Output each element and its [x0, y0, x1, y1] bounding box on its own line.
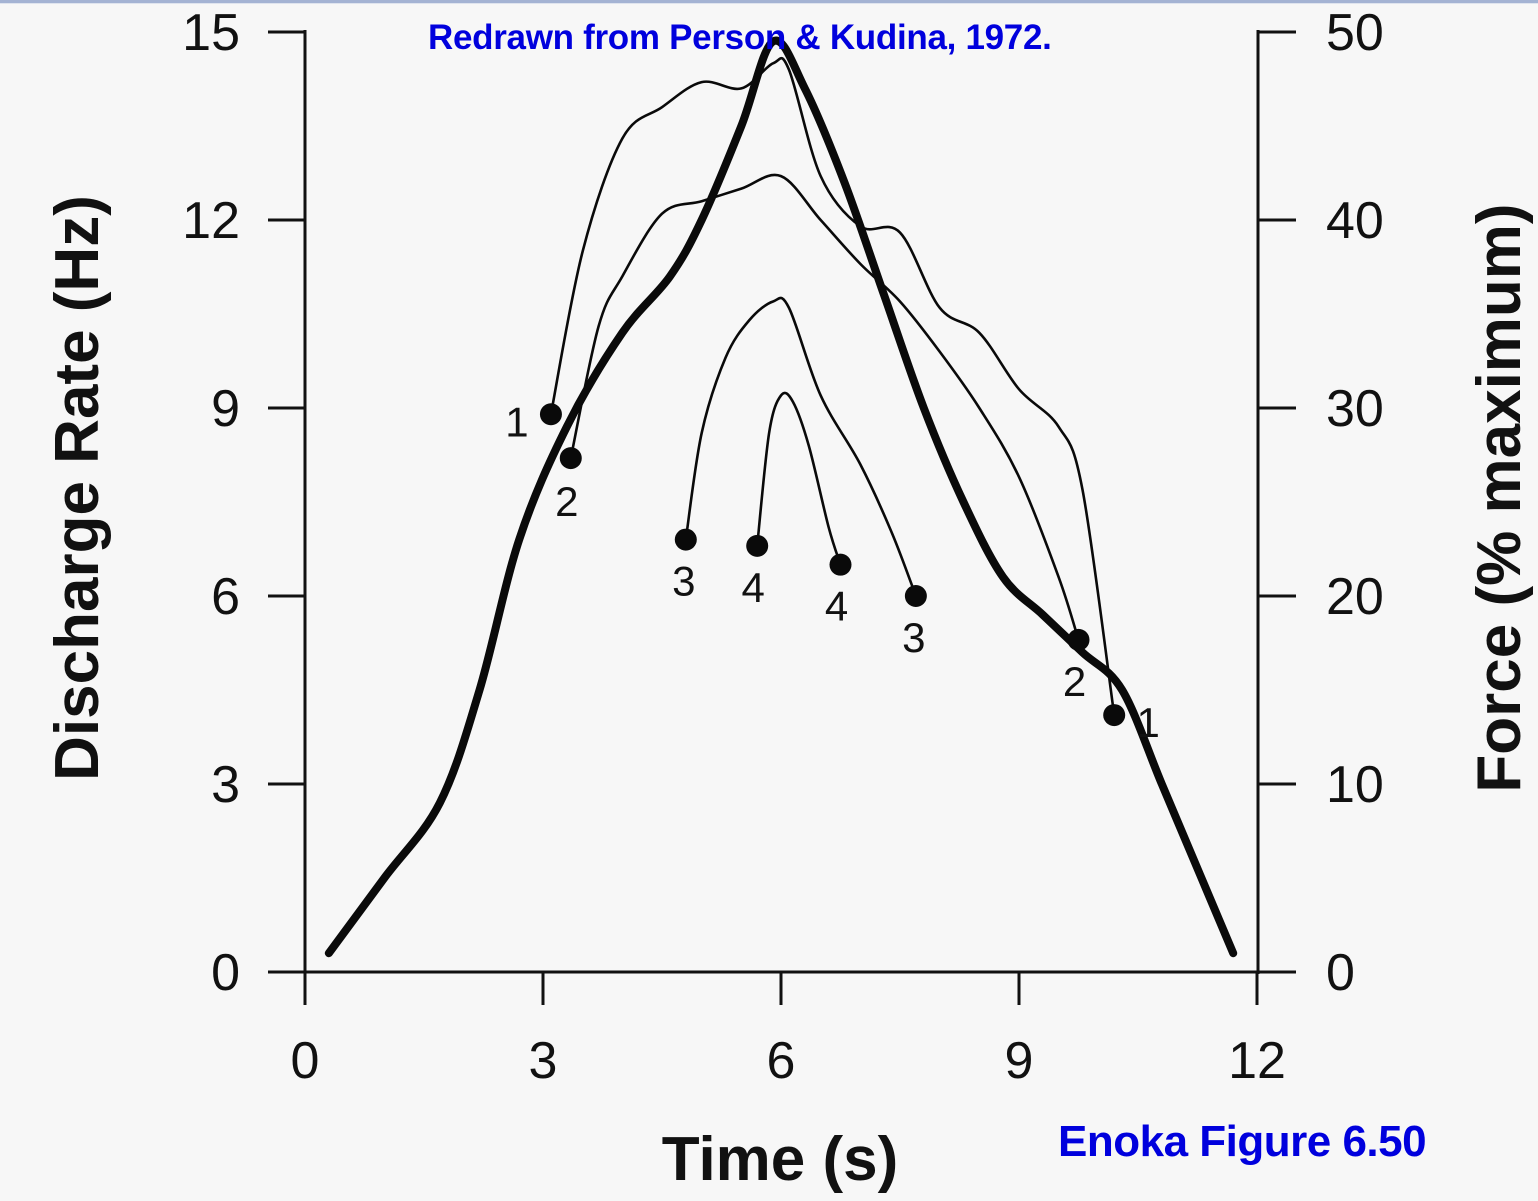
force-line [324, 36, 1238, 958]
motor-unit-label: 3 [902, 614, 925, 661]
recruitment-point-unit-1 [539, 403, 562, 426]
x-tick-label: 9 [1005, 1032, 1034, 1090]
motor-unit-label: 2 [555, 478, 578, 525]
motor-unit-1-line [549, 56, 1116, 717]
motor-unit-label: 1 [1137, 699, 1160, 746]
derecruitment-point-unit-4 [829, 553, 852, 576]
source-credit: Redrawn from Person & Kudina, 1972. [428, 18, 1052, 57]
x-tick-label: 12 [1228, 1032, 1286, 1090]
y-left-axis-title: Discharge Rate (Hz) [43, 195, 112, 781]
x-tick-label: 6 [767, 1032, 796, 1090]
y-right-tick-label: 50 [1326, 4, 1384, 62]
recruitment-point-unit-3 [674, 528, 697, 551]
series-layer [324, 36, 1238, 958]
x-axis-title: Time (s) [662, 1125, 899, 1194]
y-left-tick-label: 0 [211, 944, 240, 1002]
motor-unit-label: 4 [825, 583, 848, 630]
window-top-border-shadow [0, 3, 1538, 4]
motor-unit-label: 2 [1063, 658, 1086, 705]
y-right-tick-label: 10 [1326, 756, 1384, 814]
window-top-border [0, 0, 1538, 3]
x-tick-label: 3 [529, 1032, 558, 1090]
y-left-tick-label: 15 [182, 4, 240, 62]
motor-unit-3-line [684, 296, 918, 598]
recruitment-point-unit-4 [746, 534, 769, 557]
y-left-tick-label: 12 [182, 192, 240, 250]
x-tick-label: 0 [291, 1032, 320, 1090]
y-right-tick-label: 30 [1326, 380, 1384, 438]
chart-axes [268, 30, 1296, 1005]
motor-unit-2-line [569, 173, 1080, 642]
y-left-tick-label: 3 [211, 756, 240, 814]
y-right-tick-label: 40 [1326, 192, 1384, 250]
figure-reference: Enoka Figure 6.50 [1058, 1117, 1427, 1166]
y-right-axis-title: Force (% maximum) [1465, 203, 1534, 792]
x-ticks [303, 972, 1259, 1005]
y-left-ticks [268, 30, 305, 974]
derecruitment-point-unit-2 [1067, 628, 1090, 651]
derecruitment-point-unit-3 [904, 585, 927, 607]
y-left-tick-label: 6 [211, 568, 240, 626]
motor-unit-label: 3 [672, 558, 695, 605]
motor-unit-4-line [755, 391, 842, 566]
y-right-tick-label: 0 [1326, 944, 1355, 1002]
motor-unit-label: 1 [505, 398, 528, 445]
y-right-tick-label: 20 [1326, 568, 1384, 626]
y-right-ticks [1258, 30, 1296, 974]
y-left-tick-label: 9 [211, 380, 240, 438]
motor-unit-label: 4 [742, 564, 765, 611]
derecruitment-point-unit-1 [1103, 704, 1126, 727]
recruitment-point-unit-2 [559, 447, 582, 470]
